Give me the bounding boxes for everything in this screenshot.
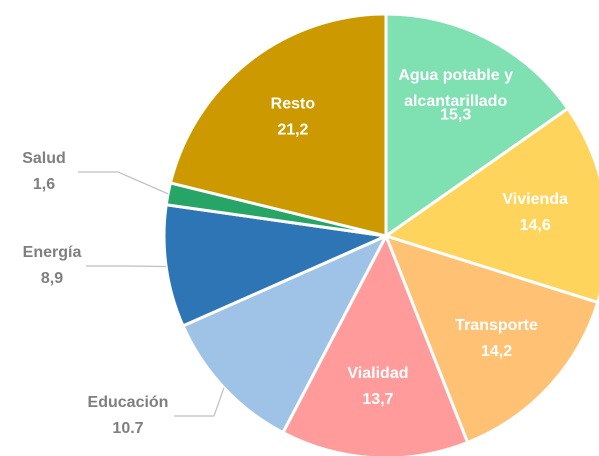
slice-value-label: 15,3 — [440, 106, 471, 123]
slice-label: Transporte — [455, 317, 538, 334]
slice-label: Vialidad — [347, 365, 408, 382]
slice-label: Salud — [22, 150, 66, 167]
slice-label: Resto — [271, 95, 316, 112]
slice-label: Energía — [23, 244, 82, 261]
pie-slice — [382, 106, 599, 305]
leader-line — [174, 387, 225, 417]
slice-label: Vivienda — [502, 191, 568, 208]
slice-value-label: 21,2 — [277, 121, 308, 138]
leader-line — [86, 265, 167, 268]
slice-label: Educación — [88, 394, 169, 411]
slice-value-label: 1,6 — [33, 176, 55, 193]
slice-label: Agua potable y alcantarillado — [398, 67, 513, 110]
slice-value-label: 14,2 — [481, 343, 512, 360]
pie-slice — [168, 12, 388, 238]
pie-slice — [384, 12, 570, 239]
slice-value-label: 8,9 — [41, 270, 63, 287]
slice-value-label: 13,7 — [362, 391, 393, 408]
pie-slice — [383, 233, 599, 445]
pie-slice — [280, 232, 470, 456]
leader-line — [78, 171, 169, 195]
slice-value-label: 14,6 — [520, 217, 551, 234]
slice-value-label: 10.7 — [112, 420, 143, 437]
